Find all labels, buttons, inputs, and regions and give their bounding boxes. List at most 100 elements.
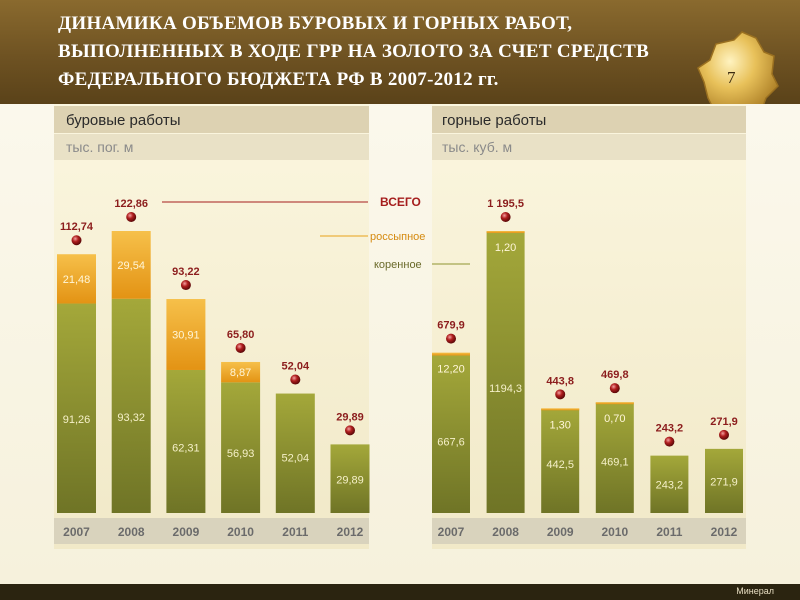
year-tick-label: 2009: [547, 525, 574, 539]
bar-bedrock: [541, 408, 580, 513]
left-chart-title: буровые работы: [66, 112, 180, 129]
total-value-label: 65,80: [227, 329, 255, 341]
bar-placer: [166, 299, 206, 370]
total-marker: [500, 212, 511, 222]
bedrock-value-label: 442,5: [546, 459, 574, 471]
bedrock-value-label: 243,2: [656, 479, 684, 491]
bedrock-value-label: 56,93: [227, 448, 255, 460]
bar-placer: [486, 231, 525, 233]
right-chart-title: горные работы: [442, 112, 546, 129]
bar-placer: [111, 231, 151, 299]
placer-value-label: 21,48: [63, 274, 91, 286]
total-value-label: 1 195,5: [487, 198, 524, 210]
year-tick-label: 2010: [601, 525, 628, 539]
bar-placer: [541, 408, 580, 411]
right-subtitle-strip: [432, 134, 746, 160]
total-marker: [555, 389, 566, 400]
year-tick-label: 2007: [63, 525, 90, 539]
header-banner: ДИНАМИКА ОБЪЕМОВ БУРОВЫХ И ГОРНЫХ РАБОТ,…: [0, 0, 800, 117]
total-marker: [664, 436, 675, 447]
bedrock-value-label: 469,1: [601, 456, 629, 468]
left-title-strip: [54, 106, 369, 133]
page-title: ДИНАМИКА ОБЪЕМОВ БУРОВЫХ И ГОРНЫХ РАБОТ,…: [58, 13, 650, 90]
total-marker: [719, 429, 729, 440]
total-value-label: 93,22: [172, 266, 200, 278]
bar-bedrock: [650, 455, 689, 513]
legend-bedrock-label: коренное: [374, 259, 422, 271]
year-tick-label: 2012: [337, 525, 364, 539]
bar-placer: [595, 402, 634, 405]
year-tick-label: 2011: [282, 525, 308, 539]
legend-total-label: ВСЕГО: [380, 195, 421, 209]
total-value-label: 29,89: [336, 411, 364, 423]
total-marker: [290, 374, 301, 385]
left-chart-panel: [54, 104, 369, 549]
total-marker: [180, 280, 191, 291]
total-value-label: 443,8: [546, 375, 574, 387]
bar-bedrock: [111, 298, 151, 513]
bar-bedrock: [166, 369, 206, 513]
right-chart-bars: 667,6 12,20 679,9 2007 1194,3 1,20 1 195,5 2008…: [432, 198, 743, 539]
total-marker: [446, 333, 456, 344]
chart-area: буровые работы тыс. пог. м горные работы…: [0, 104, 800, 584]
year-tick-label: 2012: [711, 525, 738, 539]
placer-value-label: 1,30: [549, 419, 570, 431]
bar-bedrock: [57, 303, 96, 513]
placer-value-label: 1,20: [495, 242, 516, 254]
bar-placer: [57, 254, 96, 304]
legend-placer-label: россыпное: [370, 231, 425, 243]
year-tick-label: 2008: [118, 525, 145, 539]
total-value-label: 271,9: [710, 416, 738, 428]
right-chart-unit: тыс. куб. м: [442, 139, 512, 155]
right-chart-panel: [432, 104, 746, 549]
total-marker: [235, 342, 246, 353]
left-chart-bars: 91,26 21,48 112,74 2007 93,32 29,54 122,86 2008…: [57, 198, 370, 539]
year-tick-label: 2008: [492, 525, 519, 539]
bar-bedrock: [275, 393, 315, 513]
total-marker: [345, 425, 355, 436]
bedrock-value-label: 52,04: [282, 453, 310, 465]
total-value-label: 112,74: [60, 221, 94, 233]
charts-canvas: буровые работы тыс. пог. м горные работы…: [54, 104, 746, 549]
bedrock-value-label: 91,26: [63, 414, 91, 426]
total-marker: [71, 235, 82, 246]
year-tick-label: 2010: [227, 525, 254, 539]
total-value-label: 679,9: [437, 320, 465, 332]
total-value-label: 469,8: [601, 369, 629, 381]
legend: ВСЕГО россыпное коренное: [162, 195, 470, 271]
bedrock-value-label: 62,31: [172, 443, 200, 455]
total-marker: [126, 212, 137, 222]
year-tick-label: 2007: [438, 525, 465, 539]
total-value-label: 52,04: [282, 361, 310, 373]
bedrock-value-label: 667,6: [437, 436, 465, 448]
footer-brand: Минерал: [736, 586, 774, 596]
left-chart-unit: тыс. пог. м: [66, 139, 133, 155]
bedrock-value-label: 271,9: [710, 476, 738, 488]
bedrock-value-label: 93,32: [117, 412, 145, 424]
bar-bedrock: [705, 448, 743, 513]
bar-bedrock: [432, 355, 470, 513]
total-value-label: 122,86: [114, 198, 148, 210]
year-tick-label: 2009: [173, 525, 200, 539]
total-value-label: 243,2: [656, 423, 684, 435]
right-title-strip: [432, 106, 746, 133]
bar-bedrock: [595, 402, 634, 513]
bar-placer: [221, 361, 261, 383]
bar-placer: [432, 352, 470, 356]
placer-value-label: 0,70: [604, 413, 625, 425]
left-year-strip: [54, 518, 369, 544]
placer-value-label: 8,87: [230, 367, 251, 379]
bedrock-value-label: 29,89: [336, 474, 364, 486]
placer-value-label: 12,20: [437, 364, 465, 376]
bar-bedrock: [221, 382, 261, 513]
left-subtitle-strip: [54, 134, 369, 160]
bar-bedrock: [330, 444, 370, 513]
bar-bedrock: [486, 231, 525, 513]
total-marker: [609, 383, 620, 394]
page-number: 7: [727, 68, 736, 87]
placer-value-label: 30,91: [172, 330, 200, 342]
placer-value-label: 29,54: [117, 260, 145, 272]
bedrock-value-label: 1194,3: [489, 383, 522, 395]
right-year-strip: [432, 518, 746, 544]
year-tick-label: 2011: [656, 525, 682, 539]
